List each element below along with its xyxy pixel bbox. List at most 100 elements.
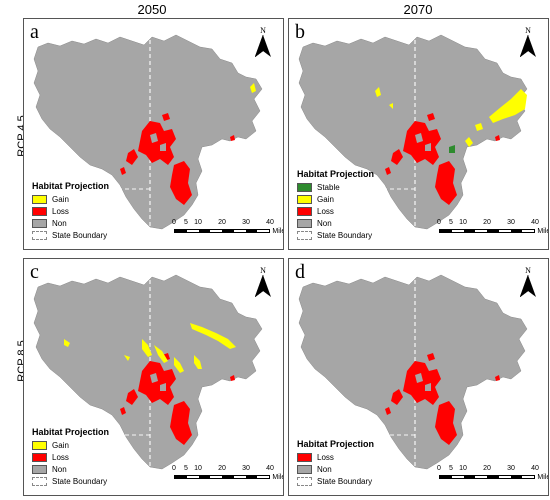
loss-area: [495, 135, 500, 141]
panel-letter: c: [30, 261, 39, 283]
legend-label: State Boundary: [317, 476, 373, 486]
legend-label: Gain: [52, 440, 69, 450]
map-panel-b: b N Habitat Projection Stable Gain Loss Non Sta…: [288, 18, 549, 250]
non-habitat-island: [160, 383, 166, 391]
scale-tick-label: 0: [437, 465, 441, 472]
legend-item: Gain: [297, 193, 374, 205]
loss-area: [162, 113, 170, 121]
legend-item: Gain: [32, 193, 109, 205]
legend-label: Non: [52, 218, 67, 228]
column-header-2070: 2070: [403, 2, 433, 17]
legend-item: Loss: [297, 451, 374, 463]
legend-label: Non: [317, 464, 332, 474]
legend: Habitat Projection Loss Non State Boundary: [297, 439, 374, 487]
legend-swatch: [297, 206, 312, 216]
loss-area: [126, 149, 138, 165]
scale-tick-label: 30: [242, 465, 250, 472]
legend-swatch: [32, 452, 47, 462]
scale-tick-label: 30: [242, 219, 250, 226]
legend-label: Non: [52, 464, 67, 474]
north-label: N: [525, 266, 531, 275]
scale-tick-label: 0: [437, 219, 441, 226]
loss-area: [138, 361, 176, 405]
scale-tick-label: 40: [266, 219, 274, 226]
gain-area: [174, 357, 184, 373]
legend-item: State Boundary: [32, 475, 109, 487]
loss-area: [138, 121, 176, 165]
gain-area: [154, 345, 168, 363]
loss-area: [120, 167, 126, 175]
loss-area: [403, 361, 441, 405]
gain-area: [375, 87, 381, 97]
north-arrow-shape: [519, 34, 536, 58]
legend-title: Habitat Projection: [297, 169, 375, 179]
loss-area: [391, 389, 403, 405]
non-habitat-island: [425, 383, 431, 391]
scale-tick-label: 20: [483, 219, 491, 226]
scale-tick-label: 10: [459, 465, 467, 472]
legend-swatch: [297, 230, 312, 240]
scale-tick-label: 0: [172, 465, 176, 472]
non-habitat-island: [415, 133, 423, 143]
loss-area: [170, 401, 192, 445]
loss-area: [170, 161, 192, 205]
scale-tick-label: 0: [172, 219, 176, 226]
scale-bar-segments: [174, 475, 270, 479]
loss-area: [435, 401, 457, 445]
legend-swatch: [297, 182, 312, 192]
gain-area: [190, 323, 236, 349]
legend-swatch: [32, 464, 47, 474]
legend-label: Gain: [317, 194, 334, 204]
scale-unit: Miles: [537, 474, 548, 481]
north-arrow-left-half: [254, 274, 264, 298]
north-arrow-left-half: [519, 274, 529, 298]
legend-item: Gain: [32, 439, 109, 451]
legend-label: State Boundary: [52, 230, 108, 240]
legend-label: Loss: [52, 452, 69, 462]
north-label: N: [260, 26, 266, 35]
scale-tick-label: 30: [507, 465, 515, 472]
gain-area: [124, 355, 130, 361]
scale-bar-segments: [439, 475, 535, 479]
legend-title: Habitat Projection: [32, 427, 110, 437]
legend-item: Loss: [297, 205, 374, 217]
legend-item: Loss: [32, 451, 109, 463]
scale-tick-label: 20: [218, 465, 226, 472]
non-habitat-island: [150, 373, 158, 383]
legend: Habitat Projection Gain Loss Non State Bound…: [32, 427, 109, 487]
scale-tick-label: 40: [531, 465, 539, 472]
scale-tick-label: 40: [266, 465, 274, 472]
map-panel-a: a N Habitat Projection Gain Loss Non State Bou…: [23, 18, 284, 250]
gain-area: [475, 123, 483, 131]
scale-bar: 0 5 10 20 30 40 Miles: [172, 219, 283, 241]
north-arrow-icon: N: [519, 27, 536, 58]
non-habitat-island: [425, 143, 431, 151]
legend-label: Non: [317, 218, 332, 228]
loss-area: [230, 375, 235, 381]
legend-label: State Boundary: [317, 230, 373, 240]
north-arrow-icon: N: [254, 26, 271, 58]
north-arrow-shape: [254, 34, 271, 58]
scale-tick-label: 10: [194, 465, 202, 472]
legend-label: Stable: [317, 182, 340, 192]
north-arrow-left-half: [519, 34, 529, 58]
scale-tick-label: 5: [184, 465, 188, 472]
north-arrow-shape: [519, 274, 536, 298]
north-arrow-right-half: [528, 35, 536, 57]
scale-tick-label: 10: [194, 219, 202, 226]
legend-swatch: [32, 206, 47, 216]
legend-item: State Boundary: [32, 229, 109, 241]
stable-area: [449, 145, 455, 153]
scale-tick-label: 5: [449, 219, 453, 226]
scale-tick-label: 10: [459, 219, 467, 226]
gain-area: [489, 89, 527, 123]
north-label: N: [260, 266, 266, 275]
loss-area: [427, 353, 435, 361]
legend-item: Non: [32, 463, 109, 475]
panel-letter: a: [30, 21, 39, 43]
north-arrow-icon: N: [519, 266, 536, 298]
legend-swatch: [297, 194, 312, 204]
legend-swatch: [297, 476, 312, 486]
legend-swatch: [297, 452, 312, 462]
legend-item: State Boundary: [297, 475, 374, 487]
